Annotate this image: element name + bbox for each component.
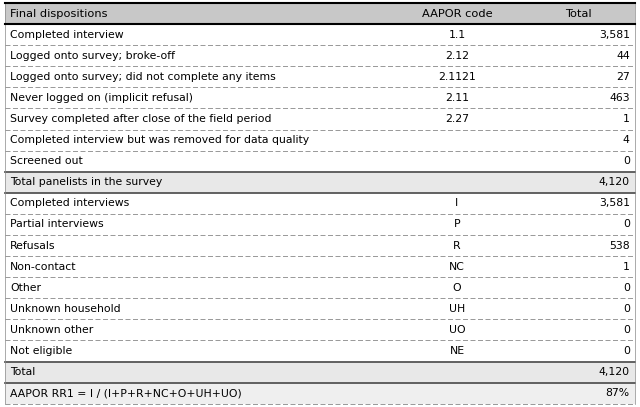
Bar <box>5 172 635 193</box>
Text: 0: 0 <box>623 156 630 166</box>
Text: O: O <box>452 283 461 293</box>
Text: Completed interviews: Completed interviews <box>10 198 129 208</box>
Text: Total panelists in the survey: Total panelists in the survey <box>10 177 163 187</box>
Text: UH: UH <box>449 304 465 314</box>
Text: P: P <box>454 219 460 230</box>
Text: Unknown household: Unknown household <box>10 304 121 314</box>
Bar <box>5 383 635 404</box>
Text: NE: NE <box>449 346 465 356</box>
Text: Total: Total <box>10 367 35 377</box>
Text: 87%: 87% <box>605 388 630 398</box>
Text: 3,581: 3,581 <box>599 30 630 39</box>
Text: Not eligible: Not eligible <box>10 346 72 356</box>
Text: 27: 27 <box>616 72 630 82</box>
Text: Other: Other <box>10 283 41 293</box>
Text: 44: 44 <box>616 51 630 61</box>
Text: 538: 538 <box>609 241 630 251</box>
Text: 2.12: 2.12 <box>445 51 469 61</box>
Text: I: I <box>455 198 459 208</box>
Bar <box>5 3 635 24</box>
Text: Partial interviews: Partial interviews <box>10 219 104 230</box>
Text: 2.27: 2.27 <box>445 114 469 124</box>
Text: 0: 0 <box>623 283 630 293</box>
Text: Logged onto survey; did not complete any items: Logged onto survey; did not complete any… <box>10 72 276 82</box>
Text: 4,120: 4,120 <box>598 367 630 377</box>
Text: 4,120: 4,120 <box>598 177 630 187</box>
Text: Non-contact: Non-contact <box>10 262 77 271</box>
Bar <box>5 361 635 383</box>
Text: AAPOR RR1 = I / (I+P+R+NC+O+UH+UO): AAPOR RR1 = I / (I+P+R+NC+O+UH+UO) <box>10 388 242 398</box>
Text: 0: 0 <box>623 325 630 335</box>
Text: Total: Total <box>565 9 591 19</box>
Text: Screened out: Screened out <box>10 156 83 166</box>
Text: Never logged on (implicit refusal): Never logged on (implicit refusal) <box>10 93 193 103</box>
Text: 0: 0 <box>623 219 630 230</box>
Text: 463: 463 <box>609 93 630 103</box>
Text: 2.11: 2.11 <box>445 93 469 103</box>
Text: 0: 0 <box>623 304 630 314</box>
Text: Logged onto survey; broke-off: Logged onto survey; broke-off <box>10 51 175 61</box>
Text: 3,581: 3,581 <box>599 198 630 208</box>
Text: 2.1121: 2.1121 <box>438 72 476 82</box>
Text: Completed interview but was removed for data quality: Completed interview but was removed for … <box>10 135 309 145</box>
Text: 1.1: 1.1 <box>449 30 465 39</box>
Text: UO: UO <box>449 325 465 335</box>
Text: 4: 4 <box>623 135 630 145</box>
Text: R: R <box>453 241 461 251</box>
Text: Refusals: Refusals <box>10 241 56 251</box>
Text: Completed interview: Completed interview <box>10 30 124 39</box>
Text: AAPOR code: AAPOR code <box>422 9 492 19</box>
Text: NC: NC <box>449 262 465 271</box>
Text: 1: 1 <box>623 262 630 271</box>
Text: Survey completed after close of the field period: Survey completed after close of the fiel… <box>10 114 272 124</box>
Text: Final dispositions: Final dispositions <box>10 9 108 19</box>
Text: 1: 1 <box>623 114 630 124</box>
Text: Unknown other: Unknown other <box>10 325 93 335</box>
Text: 0: 0 <box>623 346 630 356</box>
